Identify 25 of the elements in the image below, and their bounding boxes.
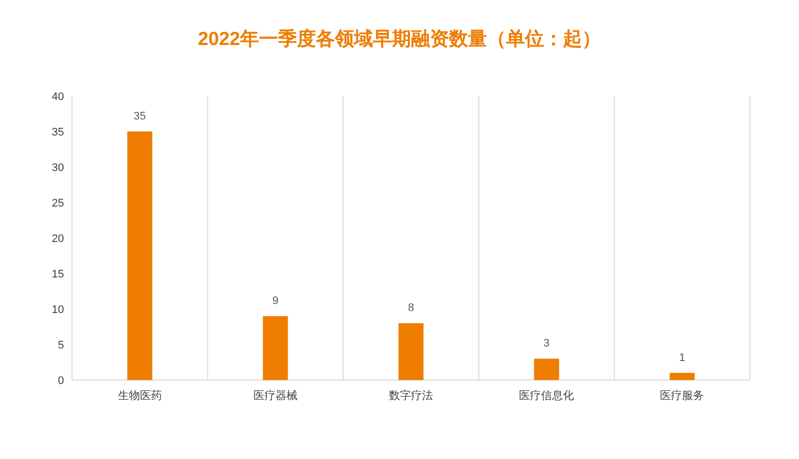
bar (262, 316, 288, 380)
y-tick-label: 20 (52, 233, 64, 245)
y-tick-label: 25 (52, 198, 64, 210)
data-label: 1 (679, 352, 686, 364)
y-tick-label: 0 (58, 375, 64, 387)
bar (127, 132, 152, 380)
bar (534, 358, 560, 380)
data-label: 9 (272, 295, 278, 308)
data-label: 35 (134, 110, 146, 122)
x-tick-label: 医疗服务 (660, 389, 704, 402)
y-tick-label: 35 (52, 126, 64, 138)
y-tick-label: 10 (52, 304, 64, 316)
y-tick-label: 15 (52, 268, 64, 280)
x-tick-label: 数字疗法 (389, 389, 433, 402)
y-tick-label: 40 (52, 91, 64, 103)
y-tick-label: 5 (58, 340, 64, 352)
data-label: 8 (408, 302, 414, 314)
bar (670, 372, 695, 380)
x-tick-label: 医疗信息化 (519, 389, 574, 402)
data-label: 3 (544, 338, 550, 350)
bar (398, 323, 424, 380)
chart-title: 2022年一季度各领域早期融资数量（单位：起） (198, 28, 602, 50)
x-tick-label: 生物医药 (118, 389, 162, 402)
y-tick-label: 30 (52, 162, 64, 174)
x-tick-label: 医疗器械 (253, 389, 298, 402)
